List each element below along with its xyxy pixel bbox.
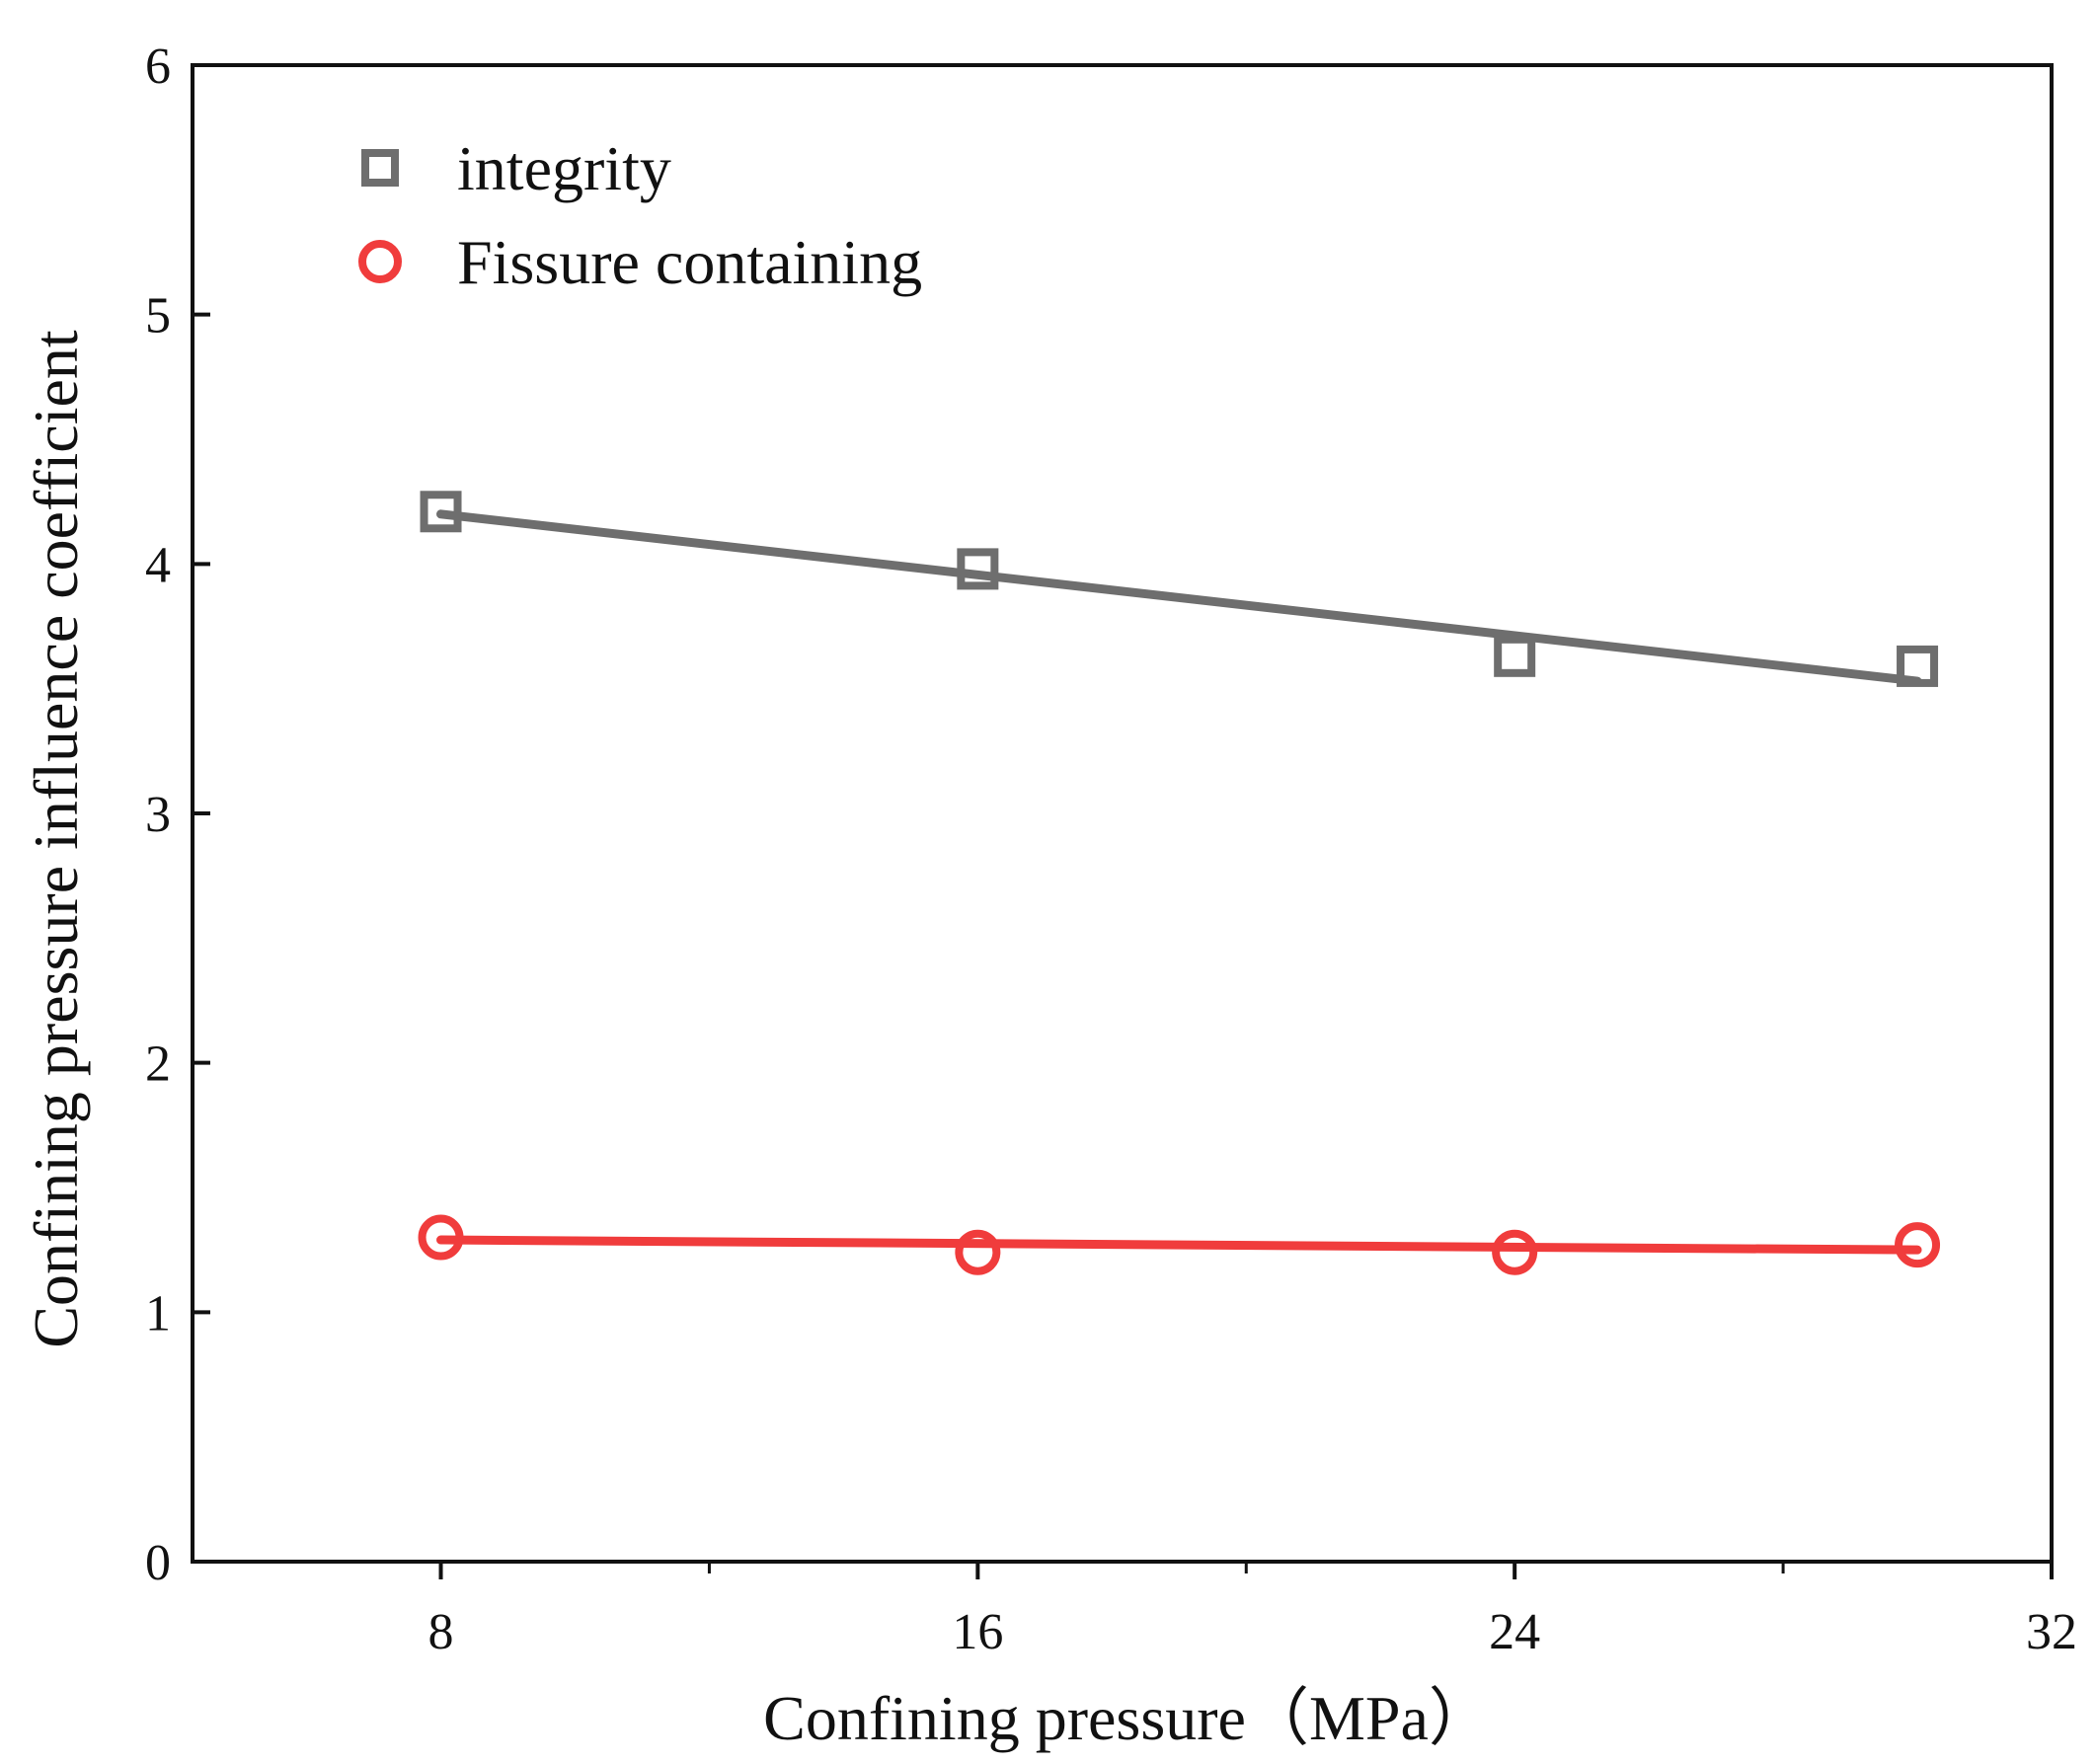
series-1-point-3	[1895, 1222, 1941, 1268]
x-tick-label-3: 32	[2026, 1604, 2077, 1660]
legend-marker-0	[361, 149, 399, 187]
fit-lines	[436, 509, 1922, 1255]
y-tick-label-1: 1	[145, 1285, 171, 1342]
legend-label-0: integrity	[457, 133, 671, 203]
series-0-point-3	[1897, 645, 1939, 687]
y-tick-label-5: 5	[145, 288, 171, 345]
series-1-point-0	[418, 1214, 464, 1261]
x-tick-label-0: 8	[428, 1604, 454, 1660]
x-axis-title: Confining pressure（MPa）	[763, 1683, 1492, 1753]
series-0-point-0	[420, 491, 462, 533]
series-0-point-1	[957, 548, 999, 590]
axis-ticks: 0 1 2 3 4 5 6 8 16 24 32	[145, 38, 2077, 1660]
y-tick-label-6: 6	[145, 38, 171, 95]
y-tick-label-3: 3	[145, 787, 171, 843]
data-markers	[418, 491, 1941, 1275]
legend-label-1: Fissure containing	[457, 227, 922, 297]
y-tick-label-4: 4	[145, 537, 171, 593]
series-0-point-2	[1494, 635, 1536, 677]
legend: integrity Fissure containing	[358, 133, 922, 297]
y-tick-label-2: 2	[145, 1036, 171, 1093]
series-1-point-1	[955, 1229, 1001, 1275]
x-tick-label-2: 24	[1489, 1604, 1540, 1660]
y-axis-title: Confining pressure influence coefficient	[21, 330, 91, 1348]
series-1-point-2	[1492, 1229, 1538, 1275]
fit-line-series-0	[436, 509, 1922, 686]
legend-marker-1	[358, 240, 402, 283]
fit-line-series-1	[436, 1235, 1922, 1255]
x-tick-label-1: 16	[952, 1604, 1003, 1660]
y-tick-label-0: 0	[145, 1535, 171, 1591]
